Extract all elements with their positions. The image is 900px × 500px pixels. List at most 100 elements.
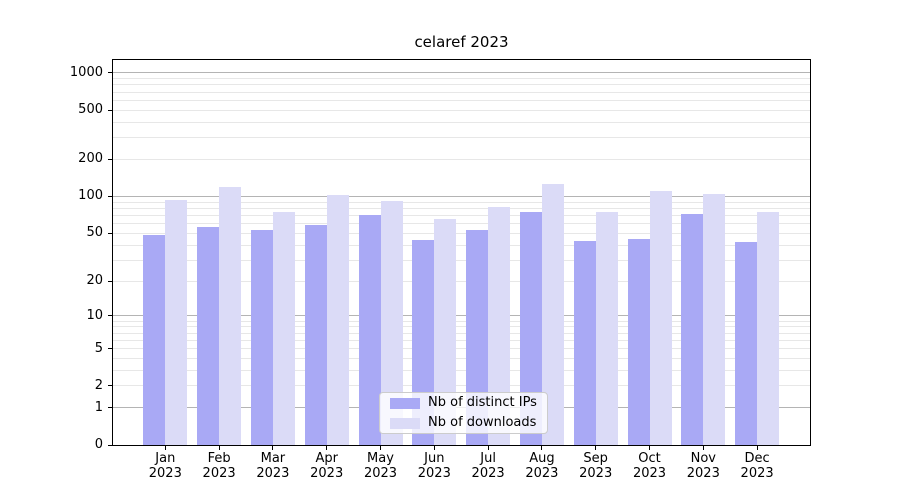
bar-distinct-ips-oct <box>627 238 650 445</box>
x-tick-mark <box>595 446 597 450</box>
gridline-minor <box>113 78 810 80</box>
x-tick-month: May <box>367 451 394 466</box>
bar-distinct-ips-dec <box>735 242 758 445</box>
y-tick-label: 500 <box>78 102 103 118</box>
bar-distinct-ips-feb <box>197 227 220 445</box>
gridline-minor <box>113 223 810 225</box>
gridline-major <box>113 72 810 74</box>
gridline-minor <box>113 201 810 203</box>
gridline-minor <box>113 158 810 160</box>
y-tick-label: 0 <box>94 437 103 452</box>
gridline-minor <box>113 207 810 209</box>
bar-downloads-may <box>380 200 403 445</box>
gridline-minor <box>113 99 810 101</box>
legend-label-distinct-ips: Nb of distinct IPs <box>428 395 537 410</box>
gridline-minor <box>113 385 810 387</box>
bar-distinct-ips-jan <box>143 235 166 445</box>
bar-downloads-jul <box>488 207 511 445</box>
x-tick-mark <box>702 446 704 450</box>
y-tick-mark <box>108 109 113 111</box>
bar-distinct-ips-aug <box>519 212 542 445</box>
plot-area: Nb of distinct IPs Nb of downloads <box>112 59 811 446</box>
x-tick-month: Dec <box>744 451 770 466</box>
gridline-minor <box>113 214 810 216</box>
x-tick-year: 2023 <box>417 466 451 481</box>
gridline-minor <box>113 280 810 282</box>
x-tick-month: Aug <box>529 451 555 466</box>
y-tick-mark <box>108 72 113 74</box>
bar-downloads-dec <box>757 211 780 445</box>
gridline-minor <box>113 320 810 322</box>
x-tick-month: Sep <box>583 451 608 466</box>
x-tick-month: Mar <box>260 451 286 466</box>
y-tick-label: 50 <box>86 225 103 241</box>
x-tick-year: 2023 <box>632 466 667 481</box>
x-tick-month: Jun <box>424 451 445 466</box>
x-tick-mark <box>380 446 381 450</box>
x-tick-year: 2023 <box>525 466 559 481</box>
gridline-minor <box>113 137 810 139</box>
y-tick-label: 1000 <box>69 64 103 80</box>
x-tick-label-jan: Jan 2023 <box>137 451 193 481</box>
x-tick-label-dec: Dec 2023 <box>729 451 785 481</box>
x-tick-year: 2023 <box>202 466 236 481</box>
legend-swatch-downloads <box>390 417 420 429</box>
bar-distinct-ips-apr <box>304 225 327 445</box>
x-tick-month: Nov <box>690 451 716 466</box>
gridline-minor <box>113 84 810 86</box>
x-tick-year: 2023 <box>471 466 505 481</box>
x-tick-mark <box>433 446 435 450</box>
gridline-minor <box>113 109 810 111</box>
x-tick-month: Jul <box>480 451 496 466</box>
y-tick-mark <box>108 280 113 282</box>
x-tick-year: 2023 <box>256 466 290 481</box>
y-tick-label: 200 <box>78 151 103 167</box>
x-tick-label-jun: Jun 2023 <box>406 451 462 481</box>
y-tick-mark <box>108 348 113 349</box>
y-tick-mark <box>108 385 113 387</box>
x-tick-mark <box>487 446 489 450</box>
x-tick-mark <box>541 446 543 450</box>
bar-downloads-oct <box>649 191 672 445</box>
x-tick-month: Feb <box>207 451 231 466</box>
gridline-minor <box>113 121 810 123</box>
gridline-minor <box>113 332 810 334</box>
chart-title: celaref 2023 <box>414 33 509 51</box>
x-tick-month: Jan <box>155 451 176 466</box>
x-tick-label-sep: Sep 2023 <box>568 451 624 481</box>
x-tick-label-nov: Nov 2023 <box>675 451 731 481</box>
x-tick-month: Apr <box>315 451 338 466</box>
bar-downloads-apr <box>326 194 349 445</box>
x-tick-label-apr: Apr 2023 <box>299 451 355 481</box>
x-tick-mark <box>164 446 166 450</box>
x-tick-year: 2023 <box>740 466 774 481</box>
bar-downloads-jan <box>165 199 188 445</box>
x-tick-mark <box>756 446 758 450</box>
bar-downloads-feb <box>219 186 242 445</box>
y-tick-label: 2 <box>94 377 103 393</box>
legend-entry-distinct-ips: Nb of distinct IPs <box>390 393 539 413</box>
y-tick-mark <box>108 158 113 160</box>
x-tick-year: 2023 <box>363 466 398 481</box>
legend: Nb of distinct IPs Nb of downloads <box>379 392 548 434</box>
y-tick-label: 100 <box>78 188 103 204</box>
x-tick-year: 2023 <box>148 466 182 481</box>
bar-downloads-nov <box>703 194 726 445</box>
gridline-minor <box>113 339 810 341</box>
gridline-minor <box>113 259 810 261</box>
x-tick-label-oct: Oct 2023 <box>622 451 678 481</box>
bar-downloads-aug <box>541 183 564 445</box>
x-tick-year: 2023 <box>310 466 344 481</box>
y-tick-mark <box>108 195 113 197</box>
y-tick-label: 5 <box>94 340 103 356</box>
legend-label-downloads: Nb of downloads <box>428 415 537 430</box>
gridline-major <box>113 315 810 317</box>
bar-distinct-ips-sep <box>573 241 596 445</box>
x-tick-year: 2023 <box>686 466 720 481</box>
x-tick-label-feb: Feb 2023 <box>191 451 247 481</box>
x-tick-label-aug: Aug 2023 <box>514 451 570 481</box>
bar-distinct-ips-mar <box>250 230 273 445</box>
bar-downloads-jun <box>434 218 457 445</box>
x-tick-year: 2023 <box>579 466 613 481</box>
